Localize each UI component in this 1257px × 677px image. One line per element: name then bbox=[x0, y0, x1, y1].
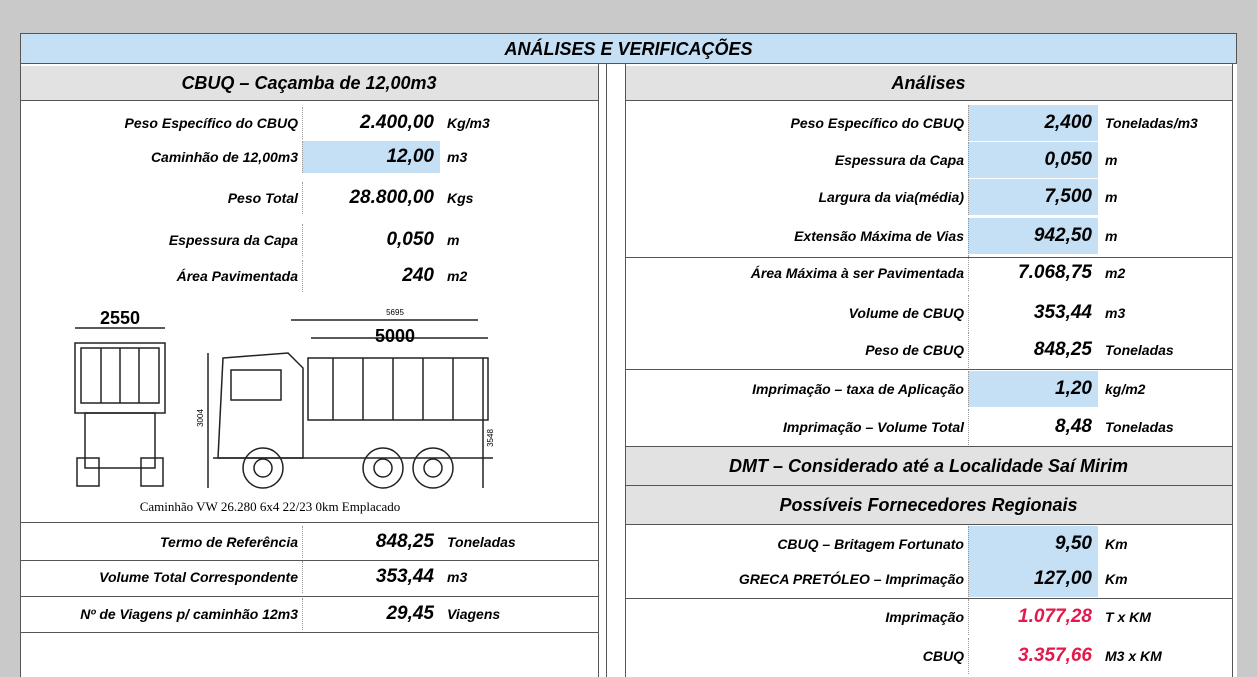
rule bbox=[625, 524, 1232, 525]
row-value: 2,400 bbox=[968, 105, 1098, 141]
dimension-label: 2550 bbox=[100, 308, 140, 328]
row-label: Imprimação – Volume Total bbox=[782, 419, 964, 435]
row-unit: Toneladas bbox=[1105, 342, 1174, 358]
truck-figure: 2550 5000 5695 3004 3548 Caminhão VW 26.… bbox=[74, 308, 495, 514]
rule bbox=[625, 369, 1232, 370]
sheet-title: ANÁLISES E VERIFICAÇÕES bbox=[20, 33, 1237, 64]
rule bbox=[625, 598, 1232, 599]
row-label: Peso de CBUQ bbox=[865, 342, 964, 358]
row-unit: kg/m2 bbox=[1105, 381, 1146, 397]
row-label: Espessura da Capa bbox=[168, 232, 298, 248]
dmt-title: DMT – Considerado até a Localidade Saí M… bbox=[625, 447, 1232, 485]
rule bbox=[625, 64, 626, 677]
row-value: 2.400,00 bbox=[302, 107, 440, 139]
row-label: Termo de Referência bbox=[160, 534, 298, 550]
row-label: CBUQ bbox=[922, 648, 964, 664]
row-unit: Km bbox=[1105, 571, 1128, 587]
row-label: Imprimação bbox=[885, 609, 964, 625]
figure-caption: Caminhão VW 26.280 6x4 22/23 0km Emplaca… bbox=[140, 499, 401, 514]
rule bbox=[598, 64, 599, 677]
row-label: Área Máxima à ser Pavimentada bbox=[750, 265, 964, 281]
row-unit: Toneladas bbox=[447, 534, 516, 550]
row-unit: Viagens bbox=[447, 606, 501, 622]
row-value: 1.077,28 bbox=[968, 599, 1098, 635]
row-value: 848,25 bbox=[302, 526, 440, 558]
row-value: 28.800,00 bbox=[302, 182, 440, 214]
row-value: 29,45 bbox=[302, 598, 440, 630]
row-unit: Kg/m3 bbox=[447, 115, 490, 131]
row-value: 8,48 bbox=[968, 409, 1098, 445]
rule bbox=[606, 64, 607, 677]
row-unit: m bbox=[1105, 152, 1118, 168]
row-value: 848,25 bbox=[968, 332, 1098, 368]
row-label: CBUQ – Britagem Fortunato bbox=[777, 536, 964, 552]
row-label: Volume de CBUQ bbox=[848, 305, 964, 321]
row-value: 7,500 bbox=[968, 179, 1098, 215]
row-value: 127,00 bbox=[968, 561, 1098, 597]
row-unit: m3 bbox=[447, 149, 468, 165]
row-value: 12,00 bbox=[302, 141, 440, 173]
row-value: 0,050 bbox=[968, 142, 1098, 178]
row-unit: T x KM bbox=[1105, 609, 1151, 625]
row-label: Volume Total Correspondente bbox=[99, 569, 298, 585]
row-unit: Toneladas bbox=[1105, 419, 1174, 435]
row-unit: m3 bbox=[447, 569, 468, 585]
row-label: Peso Total bbox=[227, 190, 298, 206]
row-unit: m2 bbox=[1105, 265, 1126, 281]
row-label: Espessura da Capa bbox=[834, 152, 964, 168]
row-label: Peso Específico do CBUQ bbox=[790, 115, 964, 131]
row-value: 353,44 bbox=[302, 561, 440, 593]
rule bbox=[20, 596, 598, 597]
row-value: 7.068,75 bbox=[968, 255, 1098, 291]
row-unit: M3 x KM bbox=[1105, 648, 1162, 664]
rule bbox=[625, 100, 1232, 101]
row-unit: m bbox=[1105, 189, 1118, 205]
row-value: 9,50 bbox=[968, 526, 1098, 562]
row-label: GRECA PRETÓLEO – Imprimação bbox=[738, 571, 964, 587]
row-label: Peso Específico do CBUQ bbox=[124, 115, 298, 131]
row-unit: m2 bbox=[447, 268, 468, 284]
row-unit: Kgs bbox=[447, 190, 474, 206]
row-unit: m bbox=[1105, 228, 1118, 244]
right-title: Análises bbox=[625, 66, 1232, 100]
row-unit: Km bbox=[1105, 536, 1128, 552]
row-label: Nº de Viagens p/ caminhão 12m3 bbox=[80, 606, 298, 622]
rule bbox=[20, 632, 598, 633]
row-value: 1,20 bbox=[968, 371, 1098, 407]
rule bbox=[625, 257, 1232, 258]
rule bbox=[625, 485, 1232, 486]
rule bbox=[625, 446, 1232, 447]
dimension-label: 3548 bbox=[486, 429, 495, 447]
suppliers-title: Possíveis Fornecedores Regionais bbox=[625, 486, 1232, 524]
row-value: 942,50 bbox=[968, 218, 1098, 254]
row-unit: m3 bbox=[1105, 305, 1126, 321]
row-value: 0,050 bbox=[302, 224, 440, 256]
rule bbox=[20, 64, 21, 677]
rule bbox=[20, 560, 598, 561]
row-unit: m bbox=[447, 232, 460, 248]
rule bbox=[20, 522, 598, 523]
row-label: Largura da via(média) bbox=[818, 189, 965, 205]
rule bbox=[20, 100, 598, 101]
row-value: 240 bbox=[302, 260, 440, 292]
row-label: Caminhão de 12,00m3 bbox=[150, 149, 298, 165]
left-title: CBUQ – Caçamba de 12,00m3 bbox=[20, 66, 598, 100]
row-label: Imprimação – taxa de Aplicação bbox=[752, 381, 964, 397]
rule bbox=[1232, 64, 1233, 677]
dimension-label: 5000 bbox=[375, 326, 415, 346]
dimension-label: 5695 bbox=[386, 308, 404, 317]
row-value: 3.357,66 bbox=[968, 638, 1098, 674]
row-value: 353,44 bbox=[968, 295, 1098, 331]
row-label: Área Pavimentada bbox=[176, 268, 298, 284]
row-unit: Toneladas/m3 bbox=[1105, 115, 1198, 131]
dimension-label: 3004 bbox=[196, 409, 205, 427]
row-label: Extensão Máxima de Vias bbox=[794, 228, 964, 244]
